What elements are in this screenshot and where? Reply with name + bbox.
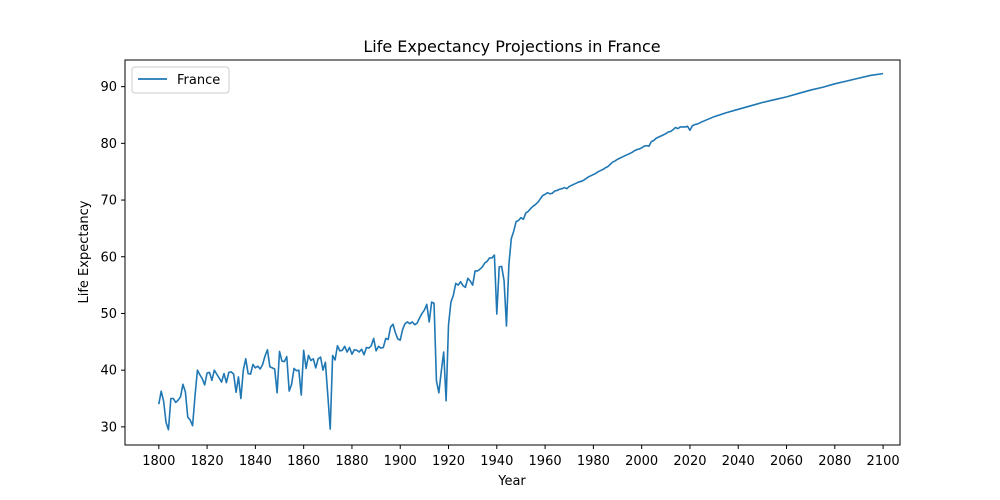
x-tick-label: 1800 [142, 454, 175, 469]
chart-title: Life Expectancy Projections in France [363, 37, 660, 56]
x-tick-label: 1840 [239, 454, 272, 469]
y-tick-label: 60 [100, 250, 117, 265]
y-tick-label: 80 [100, 137, 117, 152]
y-tick-label: 90 [100, 80, 117, 95]
series-line-france [158, 72, 884, 431]
x-tick-label: 2040 [722, 454, 755, 469]
y-tick-label: 50 [100, 307, 117, 322]
x-tick-label: 2080 [818, 454, 851, 469]
x-axis-label: Year [497, 474, 526, 489]
x-tick-label: 1940 [480, 454, 513, 469]
legend: France [131, 66, 230, 94]
legend-label-france: France [177, 73, 220, 88]
y-axis-label: Life Expectancy [77, 200, 92, 303]
y-axis-ticks: 30 40 50 60 70 80 90 [100, 80, 125, 435]
x-tick-label: 2100 [867, 454, 900, 469]
x-tick-label: 1860 [287, 454, 320, 469]
legend-box [131, 66, 230, 94]
x-tick-label: 1900 [384, 454, 417, 469]
x-tick-label: 1960 [529, 454, 562, 469]
x-axis-ticks: 1800 1820 1840 1860 1880 1900 1920 1940 1960 1980… [142, 445, 900, 469]
plot-area-frame [124, 59, 901, 446]
y-tick-label: 40 [100, 364, 117, 379]
x-tick-label: 1820 [191, 454, 224, 469]
y-tick-label: 70 [100, 194, 117, 209]
x-tick-label: 2000 [625, 454, 658, 469]
x-tick-label: 2020 [673, 454, 706, 469]
x-tick-label: 1880 [335, 454, 368, 469]
x-tick-label: 1980 [577, 454, 610, 469]
y-tick-label: 30 [100, 420, 117, 435]
x-tick-label: 1920 [432, 454, 465, 469]
x-tick-label: 2060 [770, 454, 803, 469]
